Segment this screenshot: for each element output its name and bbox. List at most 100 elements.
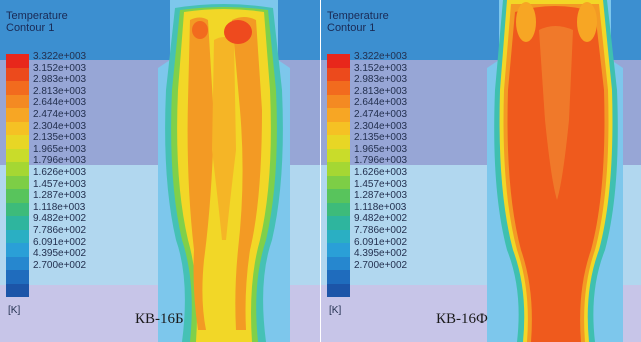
hot-spot [192, 21, 208, 39]
legend-swatch [6, 283, 29, 297]
legend-tick-label: 7.786e+002 [33, 224, 87, 236]
legend-tick-label: 1.287e+003 [354, 190, 408, 202]
legend-tick-label: 2.304e+003 [33, 120, 87, 132]
legend-swatch [327, 67, 350, 81]
legend-swatch [6, 175, 29, 189]
legend-title-line2: Contour 1 [6, 22, 55, 34]
legend-swatch [6, 216, 29, 230]
legend-title-line2: Contour 1 [327, 22, 376, 34]
legend-swatch [327, 202, 350, 216]
legend-swatch [327, 148, 350, 162]
legend-tick-label: 2.813e+003 [33, 85, 87, 97]
legend-swatch [327, 270, 350, 284]
legend-swatch [327, 175, 350, 189]
legend-tick-label: 2.644e+003 [33, 97, 87, 109]
flame-zone [187, 17, 214, 330]
legend-tick-label: 3.322e+003 [33, 51, 87, 62]
legend-swatch [6, 94, 29, 108]
hot-spot [577, 2, 597, 42]
flame-zone [212, 37, 236, 240]
legend-title-line1: Temperature [6, 10, 68, 22]
legend-tick-label: 1.796e+003 [33, 155, 87, 167]
legend-swatch [6, 121, 29, 135]
legend-title: Temperature Contour 1 [6, 10, 68, 34]
legend-title-line1: Temperature [327, 10, 389, 22]
legend-tick-label: 9.482e+002 [33, 213, 87, 225]
hot-spot [224, 20, 252, 44]
legend-tick-label: 2.474e+003 [33, 108, 87, 120]
legend-tick-label: 3.152e+003 [33, 62, 87, 74]
legend-swatch [6, 189, 29, 203]
legend-tick-label: 1.287e+003 [33, 190, 87, 202]
legend-swatch [327, 216, 350, 230]
legend-swatch [6, 67, 29, 81]
legend-swatch [6, 81, 29, 95]
legend-swatch [327, 189, 350, 203]
legend-swatch [327, 108, 350, 122]
legend-tick-label: 9.482e+002 [354, 213, 408, 225]
legend-tick-label: 2.983e+003 [354, 74, 408, 86]
legend-swatch [327, 54, 350, 68]
legend-tick-label: 1.626e+003 [354, 166, 408, 178]
contour-plot-kv-16b [0, 0, 320, 342]
legend-tick-label: 6.091e+002 [33, 236, 87, 248]
legend-tick-labels: 3.322e+003 3.152e+003 2.983e+003 2.813e+003… [354, 51, 407, 271]
legend-swatch [6, 270, 29, 284]
legend-unit: [K] [8, 305, 21, 316]
legend-swatch [6, 108, 29, 122]
legend-tick-label: 1.118e+003 [33, 201, 86, 213]
legend-title: Temperature Contour 1 [327, 10, 389, 34]
legend-swatch [6, 135, 29, 149]
legend-unit: [K] [329, 305, 342, 316]
legend-tick-label: 3.152e+003 [354, 62, 408, 74]
legend-tick-label: 2.813e+003 [354, 85, 408, 97]
legend-swatch [327, 135, 350, 149]
legend-tick-labels: 3.322e+003 3.152e+003 2.983e+003 2.813e+003… [33, 51, 86, 271]
legend-tick-label: 2.135e+003 [33, 132, 87, 144]
legend-color-bar [6, 54, 29, 297]
legend-swatch [327, 81, 350, 95]
legend-swatch [327, 256, 350, 270]
legend-tick-label: 1.796e+003 [354, 155, 408, 167]
legend-tick-label: 2.700e+002 [33, 259, 87, 271]
legend-tick-label: 1.457e+003 [33, 178, 87, 190]
legend-tick-label: 2.474e+003 [354, 108, 408, 120]
legend-swatch [327, 94, 350, 108]
legend-tick-label: 2.983e+003 [33, 74, 87, 86]
flame-zone [232, 17, 262, 330]
legend-tick-label: 4.395e+002 [33, 248, 87, 260]
legend-swatch [327, 162, 350, 176]
panel-divider [320, 0, 321, 342]
legend-tick-label: 1.965e+003 [33, 143, 87, 155]
panel-kv-16f: Temperature Contour 1 3.322e+003 3.152e+0… [321, 0, 641, 342]
panel-kv-16b: Temperature Contour 1 3.322e+003 3.152e+0… [0, 0, 320, 342]
flame-zone [539, 26, 573, 200]
legend-swatch [6, 243, 29, 257]
hot-spot [516, 2, 536, 42]
legend-tick-label: 4.395e+002 [354, 248, 408, 260]
legend-tick-label: 1.965e+003 [354, 143, 408, 155]
legend-swatch [327, 229, 350, 243]
legend-swatch [6, 54, 29, 68]
legend-tick-label: 7.786e+002 [354, 224, 408, 236]
legend-swatch [6, 229, 29, 243]
legend-tick-label: 2.304e+003 [354, 120, 408, 132]
panel-caption: КВ-16Б [135, 311, 184, 327]
legend-tick-label: 1.118e+003 [354, 201, 407, 213]
legend-tick-label: 2.135e+003 [354, 132, 408, 144]
legend-color-bar [327, 54, 350, 297]
panel-caption: КВ-16Ф [436, 311, 488, 327]
legend-swatch [6, 162, 29, 176]
legend-tick-label: 2.700e+002 [354, 259, 408, 271]
legend-swatch [327, 243, 350, 257]
legend-tick-label: 2.644e+003 [354, 97, 408, 109]
legend-swatch [327, 283, 350, 297]
legend-tick-label: 1.457e+003 [354, 178, 408, 190]
contour-plot-kv-16f [321, 0, 641, 342]
legend-swatch [327, 121, 350, 135]
legend-tick-label: 1.626e+003 [33, 166, 87, 178]
legend-tick-label: 6.091e+002 [354, 236, 408, 248]
legend-tick-label: 3.322e+003 [354, 51, 408, 62]
legend-swatch [6, 202, 29, 216]
